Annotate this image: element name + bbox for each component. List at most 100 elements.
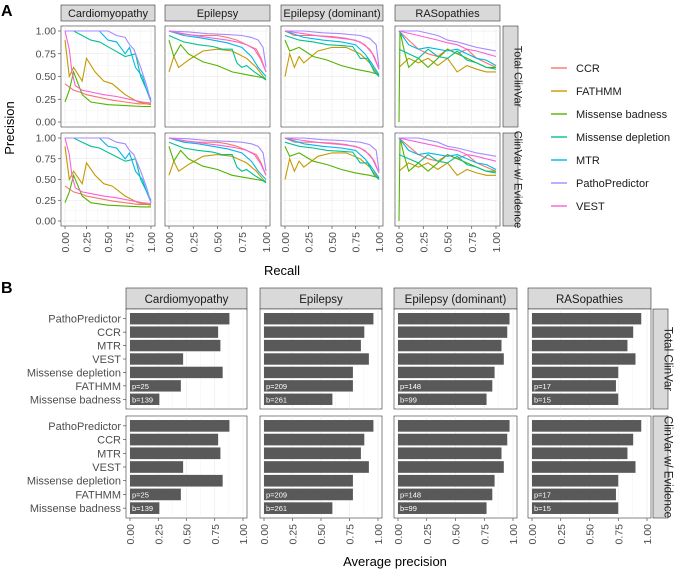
curve-missense-depletion: [398, 153, 497, 174]
curve-missense-depletion: [65, 137, 152, 201]
category-label: Missense badness: [30, 503, 122, 515]
curve-missense-badness: [168, 146, 267, 182]
x-tick-label: 0.00: [164, 232, 176, 253]
annotation-b-count: b=139: [132, 504, 153, 513]
bar-vest: [130, 353, 184, 365]
bar-mtr: [532, 447, 628, 460]
curve-pathopredictor: [65, 137, 152, 203]
x-tick-label: 0.50: [451, 524, 463, 545]
x-tick-label: 1.00: [238, 524, 250, 545]
curve-ccr: [64, 83, 151, 105]
legend-item-missense-badness: Missense badness: [551, 109, 668, 121]
category-label: VEST: [92, 354, 121, 366]
bar-fathmm: [398, 488, 493, 501]
facet-panel-rasopathies-clinvar-w-evidence: p=17 b=15 0.00 0.25 0.50 0.75 1.00: [527, 415, 654, 544]
curve-mtr: [398, 137, 497, 170]
x-tick-label: 1.00: [146, 232, 158, 253]
facet-strip-epilepsy-dominant: [280, 4, 384, 22]
curve-pathopredictor: [168, 137, 267, 172]
curve-mtr: [284, 30, 380, 75]
curve-fathmm: [284, 152, 380, 180]
curve-missense-depletion: [284, 141, 380, 180]
curve-fathmm: [168, 154, 267, 184]
y-tick-label: 0.75: [36, 48, 57, 60]
curve-missense-depletion: [168, 141, 267, 184]
y-tick-label: 0.25: [36, 195, 57, 207]
legend-item-mtr: MTR: [551, 155, 600, 167]
facet-panel-epilepsy-total-clinvar: p=209 b=261: [259, 308, 383, 410]
x-tick-label: 0.25: [153, 524, 165, 545]
bar-pathopredictor: [398, 420, 510, 432]
category-label: MTR: [97, 448, 121, 460]
facet-panel-epilepsy-clinvar-w-evidence: 0.00 0.25 0.50 0.75 1.00: [164, 132, 273, 253]
curve-pathopredictor: [399, 137, 497, 157]
x-tick-label: 0.75: [210, 524, 222, 545]
panel-a-ylabel: Precision: [2, 101, 17, 154]
facet-panel-epilepsy-dominant-total-clinvar: p=148 b=99: [393, 308, 518, 410]
bar-fathmm: [130, 488, 181, 501]
category-label: Missense depletion: [27, 367, 121, 379]
legend-item-fathmm: FATHMM: [551, 86, 622, 98]
facet-panel-epilepsy-dominant-clinvar-w-evidence: p=148 b=99 0.00 0.25 0.50 0.75 1.00: [393, 415, 520, 545]
x-tick-label: 0.50: [316, 524, 328, 545]
curve-mtr: [168, 137, 267, 180]
bar-missense-badness: [264, 502, 333, 514]
x-tick-label: 0.00: [280, 232, 292, 253]
legend-item-ccr: CCR: [551, 63, 600, 75]
bar-missense-depletion: [130, 474, 223, 487]
bar-missense-badness: [130, 502, 160, 514]
bar-ccr: [264, 326, 365, 338]
bar-missense-depletion: [398, 474, 495, 487]
bar-pathopredictor: [130, 420, 230, 432]
bar-missense-badness: [398, 502, 487, 514]
annotation-p-count: p=209: [266, 490, 287, 499]
bar-ccr: [532, 433, 634, 446]
facet-row-strip-clinvar-w-evidence: [652, 415, 669, 519]
facet-strip-label: Cardiomyopathy: [145, 294, 229, 306]
annotation-b-count: b=261: [266, 504, 287, 513]
bar-pathopredictor: [264, 313, 374, 325]
legend-label: MTR: [576, 155, 600, 167]
x-tick-label: 0.75: [467, 232, 479, 253]
x-tick-label: 0.50: [213, 232, 225, 253]
bar-missense-badness: [398, 393, 487, 405]
facet-panel-cardiomyopathy-total-clinvar: p=25b=139PathoPredictorCCRMTRVESTMissens…: [27, 308, 248, 410]
x-tick-label: 0.50: [103, 232, 115, 253]
x-tick-label: 1.00: [261, 232, 273, 253]
bar-vest: [398, 461, 504, 473]
category-label: FATHMM: [75, 489, 121, 501]
bar-vest: [532, 461, 636, 473]
x-tick-label: 0.00: [259, 524, 271, 545]
legend-item-pathopredictor: PathoPredictor: [551, 178, 649, 190]
annotation-p-count: p=148: [400, 490, 421, 499]
legend-label: Missense depletion: [576, 132, 670, 144]
facet-panel-rasopathies-total-clinvar: [394, 25, 501, 128]
facet-panel-cardiomyopathy-clinvar-w-evidence: 0.00 0.25 0.50 0.75 1.00 0.00 0.25 0.50 0.75 1.00: [36, 133, 158, 253]
legend-label: CCR: [576, 63, 600, 75]
bar-mtr: [532, 339, 628, 352]
legend-item-vest: VEST: [551, 201, 605, 213]
x-tick-label: 0.50: [443, 232, 455, 253]
facet-panel-rasopathies-clinvar-w-evidence: 0.00 0.25 0.50 0.75 1.00: [394, 132, 503, 253]
bar-fathmm: [264, 488, 353, 501]
curve-vest: [284, 30, 380, 70]
legend-label: Missense badness: [576, 109, 668, 121]
bar-mtr: [264, 339, 361, 352]
bar-missense-badness: [264, 393, 333, 405]
bar-ccr: [398, 326, 508, 338]
y-tick-label: 0.50: [36, 174, 57, 186]
panel-b-label: B: [1, 280, 13, 297]
facet-row-strip-label: ClinVar w/ Evidence: [662, 416, 674, 518]
bar-ccr: [398, 433, 508, 446]
curve-missense-badness: [284, 39, 380, 76]
category-label: PathoPredictor: [48, 421, 121, 433]
x-tick-label: 0.75: [125, 232, 137, 253]
bar-fathmm: [398, 380, 493, 392]
curve-missense-depletion: [398, 48, 497, 70]
legend: CCR FATHMM Missense badness Missense deplet…: [551, 63, 670, 213]
bar-mtr: [130, 339, 221, 352]
facet-strip-rasopathies: [394, 4, 501, 22]
x-tick-label: 0.50: [327, 232, 339, 253]
y-tick-label: 0.75: [36, 153, 57, 165]
facet-row-strip-total-clinvar: [652, 308, 669, 410]
